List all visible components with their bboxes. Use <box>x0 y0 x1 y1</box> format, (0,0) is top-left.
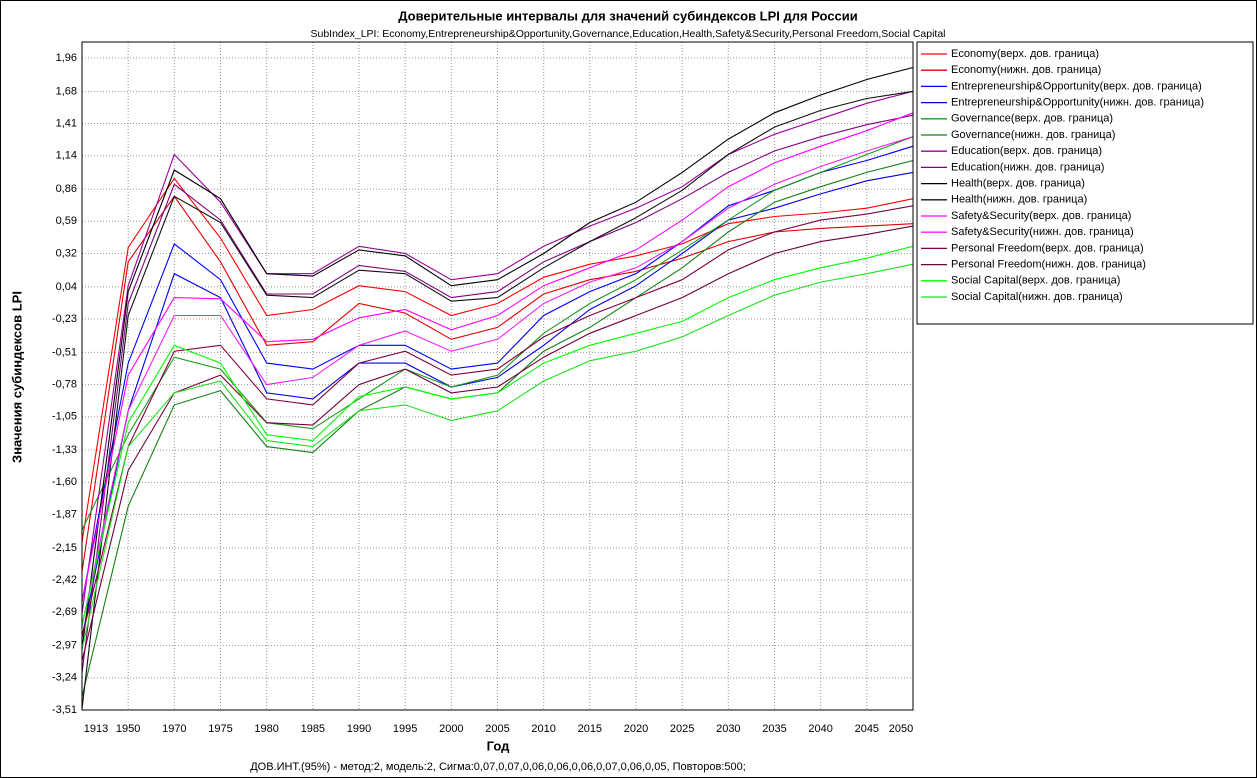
plot-border <box>81 41 914 711</box>
legend-label: Safety&Security(верх. дов. граница) <box>951 210 1131 222</box>
x-tick-label: 2030 <box>716 723 740 735</box>
legend-label: Personal Freedom(верх. дов. граница) <box>951 242 1144 254</box>
annotation: ДОВ.ИНТ.(95%) - метод:2, модель:2, Сигма… <box>250 761 746 773</box>
series-line <box>81 90 914 614</box>
y-tick-label: 0,59 <box>56 215 77 227</box>
y-tick-label: -2,15 <box>52 542 77 554</box>
legend-label: Health(нижн. дов. граница) <box>951 194 1087 206</box>
x-tick-label: 1990 <box>347 723 371 735</box>
y-tick-label: -1,60 <box>52 476 77 488</box>
x-tick-label: 2040 <box>808 723 832 735</box>
x-tick-label: 2005 <box>485 723 509 735</box>
y-tick-label: -0,51 <box>52 346 77 358</box>
chart-subtitle: SubIndex_LPI: Economy,Entrepreneurship&O… <box>310 28 945 40</box>
y-tick-label: -1,05 <box>52 411 77 423</box>
y-tick-label: -2,69 <box>52 606 77 618</box>
legend-label: Governance(верх. дов. граница) <box>951 113 1113 125</box>
series-line <box>81 112 914 602</box>
legend-label: Entrepreneurship&Opportunity(нижн. дов. … <box>951 97 1204 109</box>
series-line <box>81 205 914 638</box>
legend-label: Governance(нижн. дов. граница) <box>951 129 1115 141</box>
y-tick-label: 1,41 <box>56 117 77 129</box>
chart-title: Доверительные интервалы для значений суб… <box>398 8 858 23</box>
legend-label: Education(верх. дов. граница) <box>951 145 1102 157</box>
y-tick-label: 0,86 <box>56 183 77 195</box>
legend-label: Safety&Security(нижн. дов. граница) <box>951 226 1134 238</box>
series-line <box>81 245 914 626</box>
series-line <box>81 114 914 674</box>
series-line <box>81 225 914 662</box>
y-tick-label: -0,23 <box>52 313 77 325</box>
series-line <box>81 263 914 650</box>
legend-label: Social Capital(нижн. дов. граница) <box>951 291 1123 303</box>
x-tick-label: 2010 <box>531 723 555 735</box>
y-tick-label: -3,51 <box>52 704 77 716</box>
x-axis-title: Год <box>487 738 510 753</box>
x-tick-label: 1995 <box>393 723 417 735</box>
y-tick-label: -0,78 <box>52 379 77 391</box>
y-tick-label: 0,04 <box>56 281 77 293</box>
legend <box>916 41 1254 325</box>
x-tick-label: 2020 <box>624 723 648 735</box>
y-axis-title: Значения субиндексов LPI <box>9 291 24 463</box>
series-line <box>81 177 914 542</box>
series-line <box>81 90 914 709</box>
x-tick-label: 1913 <box>84 723 108 735</box>
series-line <box>81 136 914 626</box>
y-tick-label: -1,87 <box>52 508 77 520</box>
x-tick-label: 2050 <box>889 723 913 735</box>
x-tick-label: 1970 <box>162 723 186 735</box>
x-tick-label: 1980 <box>254 723 278 735</box>
x-tick-label: 1975 <box>208 723 232 735</box>
y-tick-label: 1,68 <box>56 85 77 97</box>
legend-label: Personal Freedom(нижн. дов. граница) <box>951 259 1146 271</box>
x-tick-label: 1950 <box>116 723 140 735</box>
y-tick-label: -2,42 <box>52 574 77 586</box>
x-tick-label: 2000 <box>439 723 463 735</box>
x-tick-label: 2045 <box>855 723 879 735</box>
y-tick-label: 1,96 <box>56 52 77 64</box>
y-tick-label: -2,97 <box>52 640 77 652</box>
series-line <box>81 136 914 531</box>
series-line <box>81 171 914 638</box>
y-tick-label: -1,33 <box>52 444 77 456</box>
legend-label: Social Capital(верх. дов. граница) <box>951 275 1120 287</box>
x-tick-label: 2035 <box>762 723 786 735</box>
x-tick-label: 2015 <box>578 723 602 735</box>
y-tick-label: 1,14 <box>56 150 77 162</box>
x-tick-label: 1985 <box>301 723 325 735</box>
legend-label: Economy(верх. дов. граница) <box>951 48 1099 60</box>
legend-label: Health(верх. дов. граница) <box>951 178 1085 190</box>
x-tick-label: 2025 <box>670 723 694 735</box>
y-tick-label: -3,24 <box>52 672 77 684</box>
legend-label: Economy(нижн. дов. граница) <box>951 64 1101 76</box>
y-tick-label: 0,32 <box>56 247 77 259</box>
legend-label: Education(нижн. дов. граница) <box>951 161 1104 173</box>
series-line <box>81 66 914 650</box>
legend-label: Entrepreneurship&Opportunity(верх. дов. … <box>951 80 1202 92</box>
